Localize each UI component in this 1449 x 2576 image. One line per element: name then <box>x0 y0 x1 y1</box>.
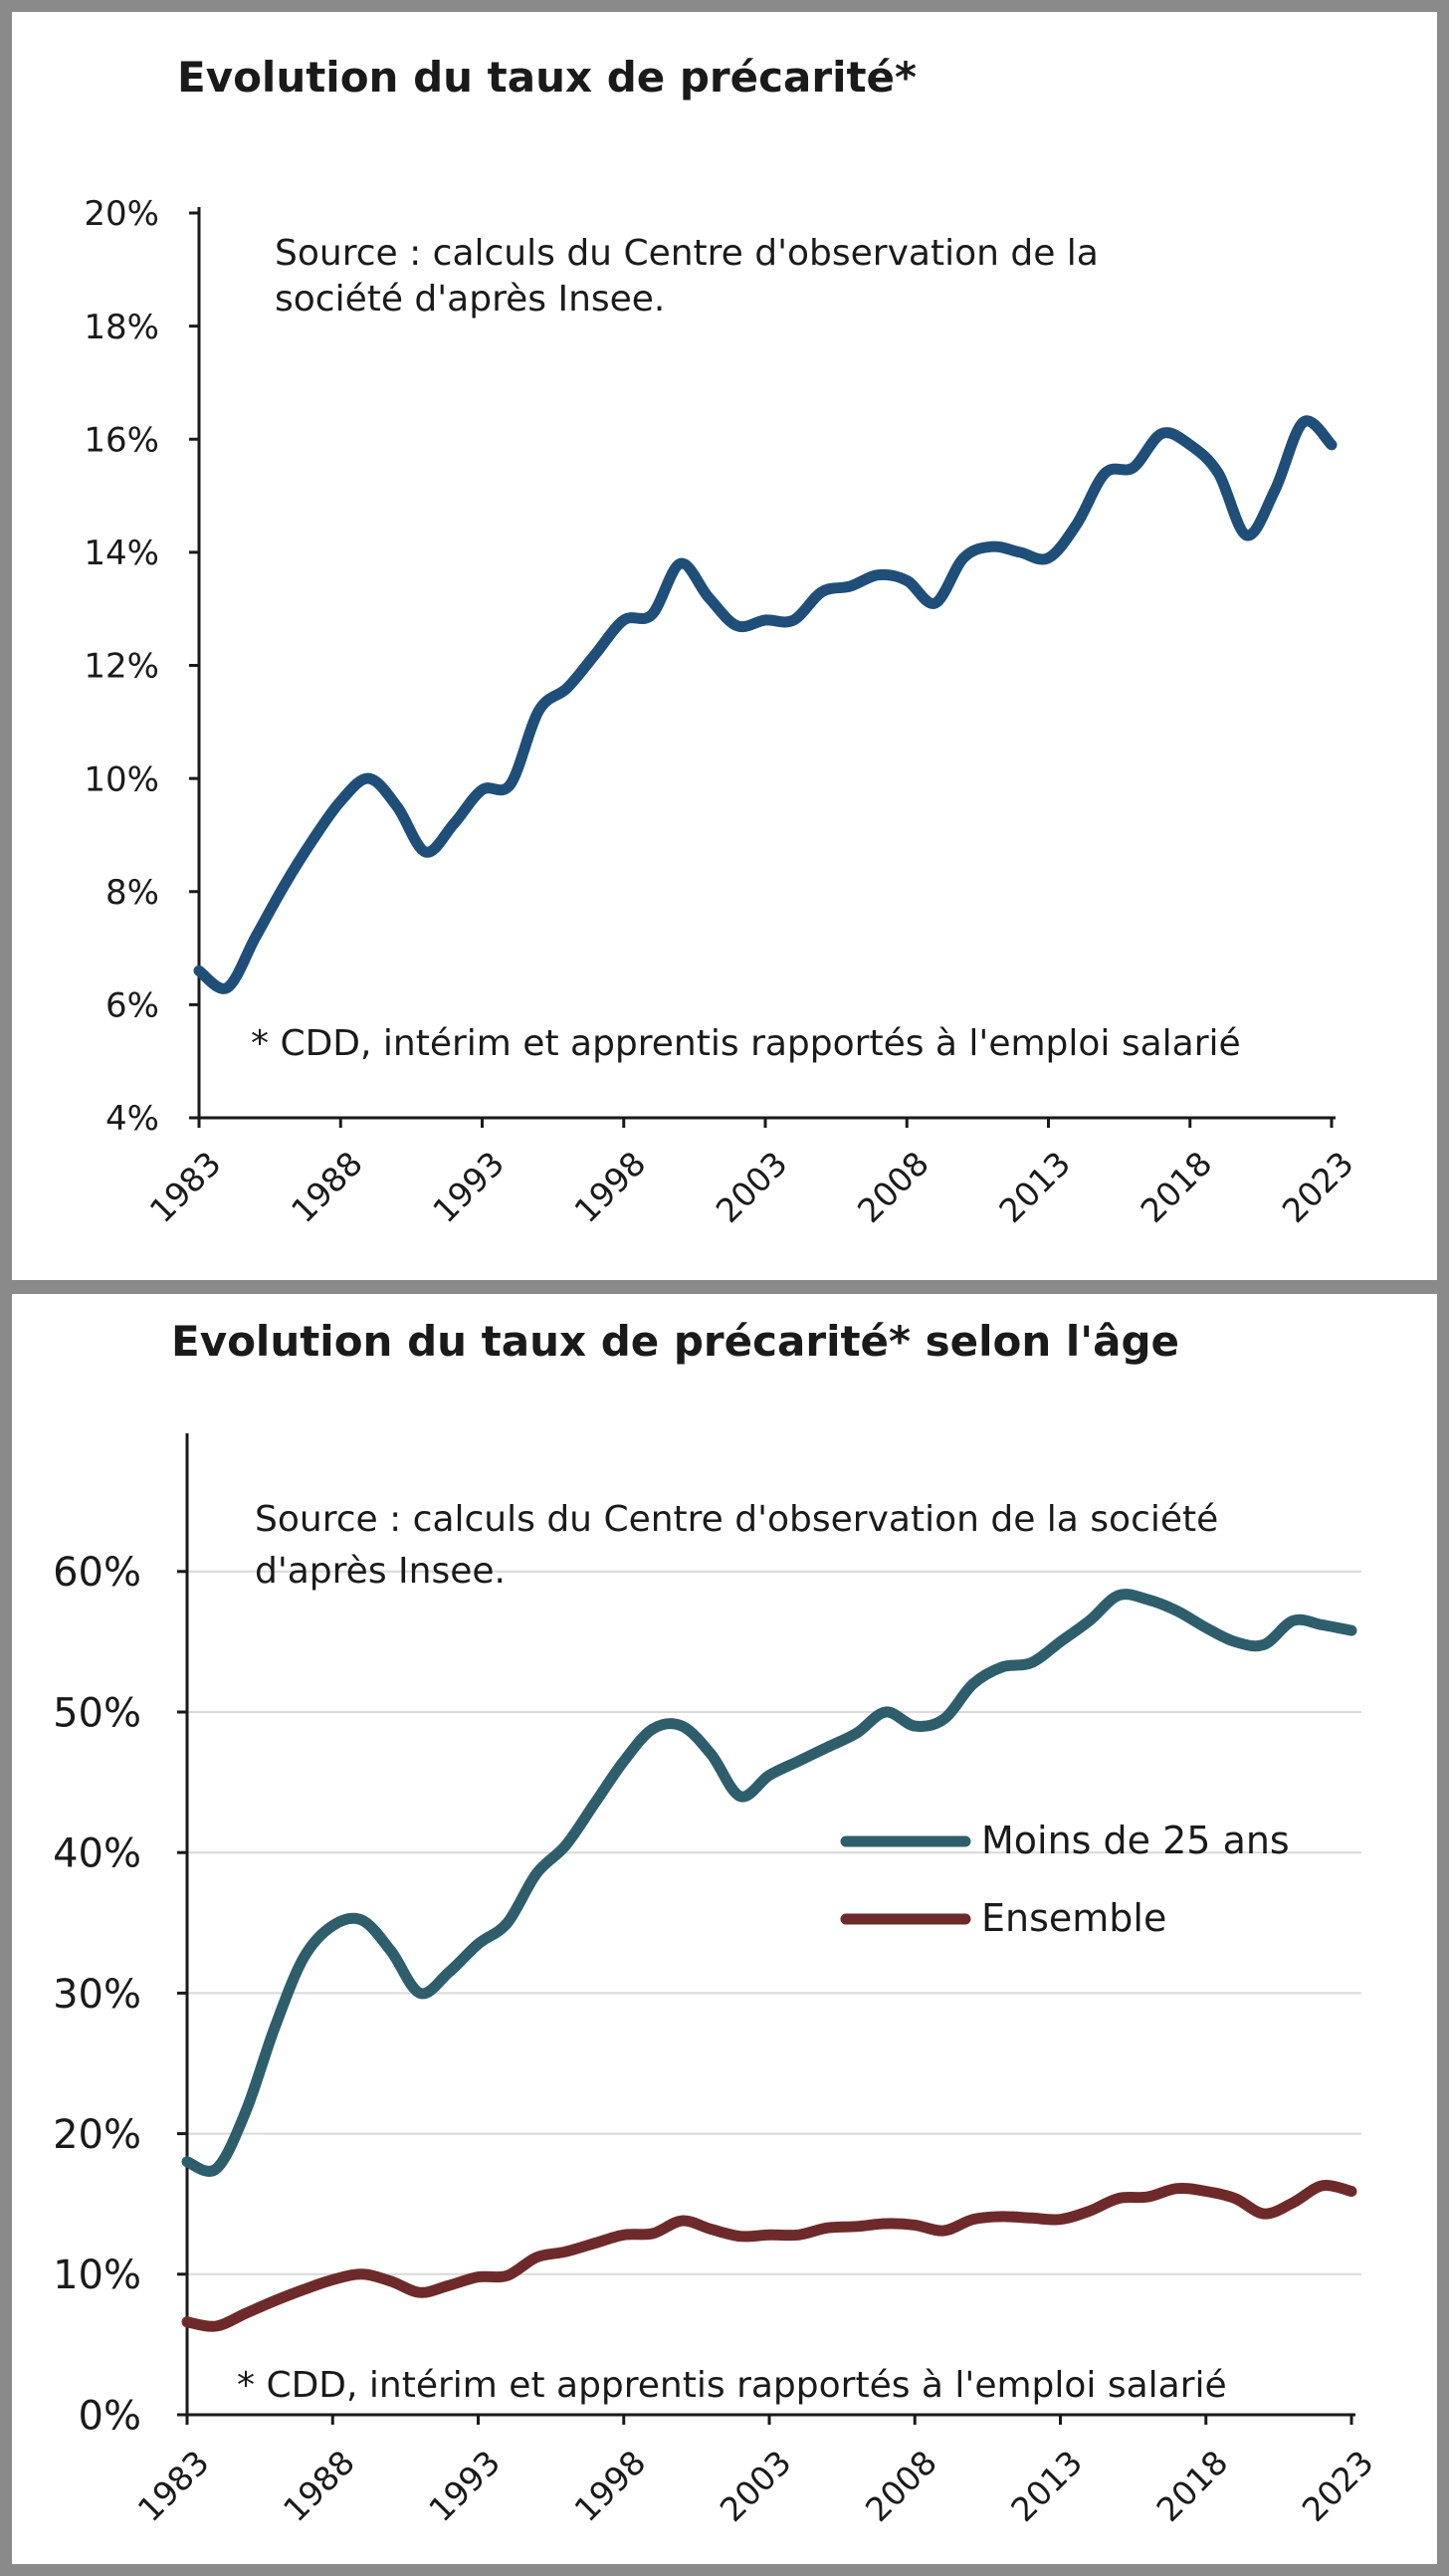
chart-svg-overall: Evolution du taux de précarité* 4% 6% 8% 10… <box>84 53 1361 1230</box>
x-axis-ticks: 1983 1988 1993 1998 2003 2008 2013 2018 2023 <box>130 2415 1381 2529</box>
y-tick-label: 10% <box>84 759 159 799</box>
footnote: * CDD, intérim et apprentis rapportés à … <box>237 2365 1227 2406</box>
source-note-line2: société d'après Insee. <box>275 279 665 320</box>
chart-panel-overall: Evolution du taux de précarité* 4% 6% 8% 10… <box>12 12 1437 1280</box>
y-tick-label: 6% <box>105 986 159 1026</box>
y-tick-label: 60% <box>53 1550 141 1596</box>
x-tick-label: 1993 <box>425 1144 512 1230</box>
x-tick-label: 1983 <box>130 2443 217 2529</box>
y-tick-label: 16% <box>84 420 159 460</box>
footnote: * CDD, intérim et apprentis rapportés à … <box>251 1023 1241 1064</box>
y-tick-label: 50% <box>53 1690 141 1736</box>
axes <box>185 1433 1355 2417</box>
x-tick-label: 1993 <box>421 2443 508 2529</box>
x-tick-label: 2023 <box>1295 2443 1381 2529</box>
y-tick-label: 8% <box>105 873 159 913</box>
chart-svg-by-age: Evolution du taux de précarité* selon l'… <box>53 1317 1381 2529</box>
x-tick-label: 1983 <box>142 1144 229 1230</box>
x-axis-ticks: 1983 1988 1993 1998 2003 2008 2013 2018 2023 <box>142 1118 1361 1230</box>
y-tick-label: 20% <box>84 194 159 234</box>
legend: Moins de 25 ans Ensemble <box>840 1819 1290 1940</box>
y-tick-label: 12% <box>84 647 159 687</box>
source-note-line1: Source : calculs du Centre d'observation… <box>275 233 1099 274</box>
x-tick-label: 1988 <box>284 1144 370 1230</box>
source-note-line2: d'après Insee. <box>255 1551 506 1592</box>
axes <box>197 207 1336 1120</box>
x-tick-label: 2013 <box>991 1144 1078 1230</box>
x-tick-label: 2023 <box>1275 1144 1361 1230</box>
y-axis-ticks: 0% 10% 20% 30% 40% 50% 60% <box>53 1550 187 2439</box>
y-tick-label: 18% <box>84 308 159 347</box>
chart-panel-by-age: Evolution du taux de précarité* selon l'… <box>12 1294 1437 2564</box>
y-tick-label: 14% <box>84 534 159 573</box>
chart-title: Evolution du taux de précarité* selon l'… <box>171 1317 1179 1366</box>
source-note-line1: Source : calculs du Centre d'observation… <box>255 1499 1218 1540</box>
y-tick-label: 20% <box>53 2112 141 2158</box>
y-tick-label: 10% <box>53 2253 141 2298</box>
x-tick-label: 2008 <box>858 2443 944 2529</box>
y-tick-label: 40% <box>53 1831 141 1877</box>
y-axis-ticks: 4% 6% 8% 10% 12% 14% 16% 18% 20% <box>84 194 199 1139</box>
series-line-0 <box>193 415 1338 994</box>
x-tick-label: 1988 <box>276 2443 362 2529</box>
series-line-ensemble <box>181 2180 1357 2332</box>
x-tick-label: 2003 <box>709 1144 795 1230</box>
y-tick-label: 30% <box>53 1972 141 2018</box>
x-tick-label: 1998 <box>566 2443 653 2529</box>
x-tick-label: 2013 <box>1003 2443 1090 2529</box>
x-tick-label: 2003 <box>713 2443 799 2529</box>
x-tick-label: 2018 <box>1133 1144 1219 1230</box>
x-tick-label: 2008 <box>850 1144 936 1230</box>
y-tick-label: 0% <box>79 2393 141 2439</box>
legend-label-moins-de-25-ans: Moins de 25 ans <box>981 1819 1290 1862</box>
series-lines <box>193 415 1338 994</box>
chart-title: Evolution du taux de précarité* <box>177 53 917 102</box>
y-tick-label: 4% <box>105 1099 159 1139</box>
x-tick-label: 2018 <box>1148 2443 1235 2529</box>
series-lines <box>181 1589 1357 2332</box>
x-tick-label: 1998 <box>566 1144 653 1230</box>
series-line-moins-de-25-ans <box>181 1589 1357 2177</box>
legend-label-ensemble: Ensemble <box>981 1896 1166 1940</box>
